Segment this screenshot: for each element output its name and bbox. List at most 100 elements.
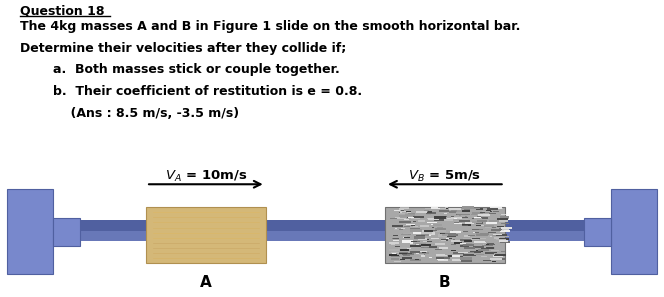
Bar: [493, 234, 502, 235]
Bar: [476, 237, 486, 238]
Bar: [493, 255, 503, 257]
Text: A: A: [200, 275, 212, 290]
Bar: [438, 259, 448, 261]
Bar: [484, 225, 494, 227]
Bar: [443, 237, 447, 238]
Bar: [400, 234, 408, 235]
Bar: [433, 244, 441, 245]
Bar: [402, 254, 406, 255]
Bar: [441, 240, 446, 241]
Bar: [462, 214, 470, 215]
Bar: [420, 225, 430, 227]
Bar: [481, 245, 488, 246]
Bar: [414, 226, 418, 227]
Bar: [426, 214, 432, 215]
Bar: [471, 212, 483, 214]
Bar: [485, 244, 491, 245]
Bar: [495, 254, 506, 256]
Bar: [449, 238, 452, 239]
Bar: [478, 249, 489, 251]
Bar: [444, 255, 447, 256]
Bar: [419, 222, 431, 224]
Bar: [428, 218, 439, 220]
Bar: [393, 235, 398, 236]
Bar: [394, 240, 398, 241]
Bar: [410, 251, 420, 253]
Bar: [53, 230, 611, 241]
Bar: [399, 225, 407, 226]
Bar: [423, 230, 427, 231]
Bar: [442, 234, 448, 236]
Bar: [402, 253, 412, 255]
Bar: [399, 252, 408, 253]
Bar: [489, 213, 496, 214]
Bar: [385, 207, 505, 263]
Bar: [458, 210, 470, 212]
Bar: [53, 218, 80, 246]
Bar: [499, 238, 509, 240]
Bar: [394, 210, 400, 211]
Bar: [424, 257, 426, 258]
Bar: [462, 243, 472, 245]
Bar: [400, 217, 406, 218]
Bar: [424, 233, 435, 235]
Bar: [453, 230, 462, 232]
Bar: [407, 224, 412, 225]
Bar: [413, 221, 416, 222]
Bar: [410, 245, 422, 247]
Bar: [462, 206, 474, 208]
Bar: [402, 228, 404, 229]
Bar: [417, 211, 424, 213]
Bar: [402, 233, 412, 235]
Bar: [499, 241, 510, 243]
Bar: [392, 238, 396, 239]
Bar: [399, 213, 405, 214]
Bar: [473, 243, 476, 244]
Bar: [477, 216, 481, 217]
Bar: [420, 230, 430, 232]
Bar: [501, 230, 504, 231]
Bar: [491, 258, 502, 260]
Bar: [434, 249, 442, 250]
Bar: [494, 258, 498, 259]
Bar: [499, 228, 505, 229]
Bar: [479, 229, 483, 230]
Bar: [454, 218, 457, 219]
Bar: [405, 214, 415, 216]
Bar: [394, 261, 401, 262]
Bar: [460, 243, 466, 244]
Bar: [463, 244, 474, 246]
Bar: [477, 225, 486, 226]
Bar: [399, 222, 402, 223]
Bar: [392, 238, 399, 240]
Bar: [406, 224, 415, 225]
Bar: [474, 241, 485, 243]
Bar: [472, 229, 481, 230]
Bar: [477, 217, 488, 219]
Bar: [389, 242, 399, 244]
Bar: [461, 219, 468, 220]
Bar: [422, 252, 426, 253]
Bar: [394, 246, 400, 247]
Bar: [453, 239, 456, 240]
Bar: [416, 211, 427, 213]
Bar: [487, 208, 498, 209]
Bar: [399, 221, 411, 223]
Bar: [460, 231, 467, 232]
Bar: [390, 244, 394, 245]
Bar: [611, 189, 657, 274]
Bar: [500, 230, 511, 232]
Bar: [474, 208, 480, 209]
Bar: [448, 255, 458, 257]
Text: a.  Both masses stick or couple together.: a. Both masses stick or couple together.: [53, 63, 340, 76]
Bar: [491, 229, 501, 230]
Bar: [407, 248, 411, 249]
Bar: [456, 214, 460, 215]
Bar: [445, 233, 456, 236]
Bar: [403, 253, 414, 255]
Bar: [471, 214, 477, 215]
Bar: [425, 241, 432, 242]
Bar: [457, 218, 461, 219]
Bar: [440, 233, 445, 234]
Bar: [416, 244, 419, 245]
